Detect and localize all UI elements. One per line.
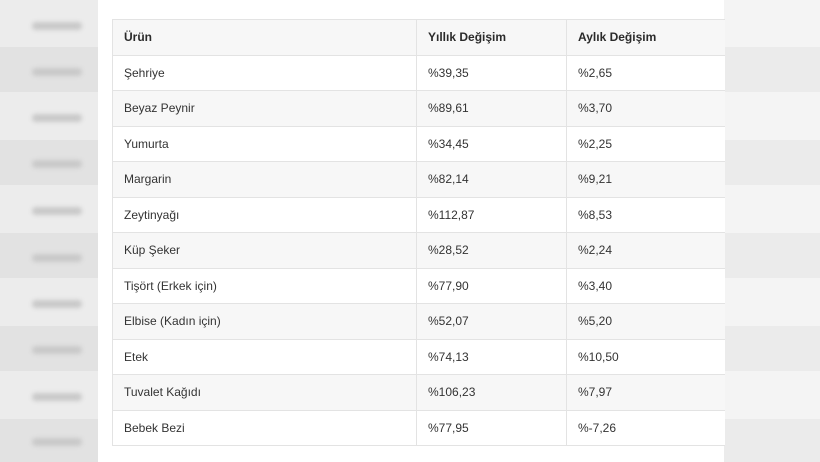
monthly-change-cell: %2,25	[566, 125, 725, 162]
yearly-change-cell: %89,61	[416, 90, 567, 127]
monthly-change-cell: %-7,26	[566, 409, 725, 446]
table-row: Zeytinyağı %112,87 %8,53	[112, 196, 725, 233]
blurred-text	[32, 300, 82, 308]
yearly-change-cell: %112,87	[416, 196, 567, 233]
table-row: Tuvalet Kağıdı %106,23 %7,97	[112, 374, 725, 411]
blurred-text	[32, 114, 82, 122]
product-cell: Şehriye	[112, 54, 417, 91]
monthly-change-cell: %3,40	[566, 267, 725, 304]
product-cell: Etek	[112, 338, 417, 375]
price-change-table: Ürün Yıllık Değişim Aylık Değişim Şehriy…	[112, 19, 725, 446]
blurred-text	[32, 346, 82, 354]
yearly-change-cell: %52,07	[416, 303, 567, 340]
blurred-stripe	[724, 47, 820, 92]
blurred-text	[32, 438, 82, 446]
yearly-change-cell: %77,95	[416, 409, 567, 446]
blurred-text	[32, 22, 82, 30]
column-header-yearly-change: Yıllık Değişim	[416, 19, 567, 56]
table-row: Beyaz Peynir %89,61 %3,70	[112, 90, 725, 127]
product-cell: Bebek Bezi	[112, 409, 417, 446]
yearly-change-cell: %106,23	[416, 374, 567, 411]
blurred-background-right	[724, 0, 820, 462]
column-header-product: Ürün	[112, 19, 417, 56]
monthly-change-cell: %8,53	[566, 196, 725, 233]
table-row: Şehriye %39,35 %2,65	[112, 54, 725, 91]
blurred-background-left	[0, 0, 98, 462]
table-row: Etek %74,13 %10,50	[112, 338, 725, 375]
monthly-change-cell: %2,24	[566, 232, 725, 269]
product-cell: Yumurta	[112, 125, 417, 162]
blurred-stripe	[724, 140, 820, 185]
blurred-text	[32, 254, 82, 262]
monthly-change-cell: %5,20	[566, 303, 725, 340]
monthly-change-cell: %10,50	[566, 338, 725, 375]
yearly-change-cell: %82,14	[416, 161, 567, 198]
table-header-row: Ürün Yıllık Değişim Aylık Değişim	[112, 19, 725, 56]
product-cell: Tuvalet Kağıdı	[112, 374, 417, 411]
product-cell: Zeytinyağı	[112, 196, 417, 233]
product-cell: Elbise (Kadın için)	[112, 303, 417, 340]
blurred-text	[32, 160, 82, 168]
blurred-stripe	[724, 419, 820, 462]
yearly-change-cell: %28,52	[416, 232, 567, 269]
article-content: Ürün Yıllık Değişim Aylık Değişim Şehriy…	[98, 0, 725, 462]
monthly-change-cell: %9,21	[566, 161, 725, 198]
blurred-text	[32, 68, 82, 76]
table-row: Bebek Bezi %77,95 %-7,26	[112, 409, 725, 446]
product-cell: Küp Şeker	[112, 232, 417, 269]
table-row: Yumurta %34,45 %2,25	[112, 125, 725, 162]
blurred-stripe	[724, 326, 820, 371]
yearly-change-cell: %34,45	[416, 125, 567, 162]
yearly-change-cell: %39,35	[416, 54, 567, 91]
product-cell: Tişört (Erkek için)	[112, 267, 417, 304]
monthly-change-cell: %7,97	[566, 374, 725, 411]
product-cell: Margarin	[112, 161, 417, 198]
table-row: Margarin %82,14 %9,21	[112, 161, 725, 198]
blurred-stripe	[724, 233, 820, 278]
table-row: Küp Şeker %28,52 %2,24	[112, 232, 725, 269]
blurred-text	[32, 207, 82, 215]
yearly-change-cell: %74,13	[416, 338, 567, 375]
product-cell: Beyaz Peynir	[112, 90, 417, 127]
blurred-text	[32, 393, 82, 401]
table-row: Tişört (Erkek için) %77,90 %3,40	[112, 267, 725, 304]
column-header-monthly-change: Aylık Değişim	[566, 19, 725, 56]
yearly-change-cell: %77,90	[416, 267, 567, 304]
monthly-change-cell: %2,65	[566, 54, 725, 91]
monthly-change-cell: %3,70	[566, 90, 725, 127]
table-row: Elbise (Kadın için) %52,07 %5,20	[112, 303, 725, 340]
